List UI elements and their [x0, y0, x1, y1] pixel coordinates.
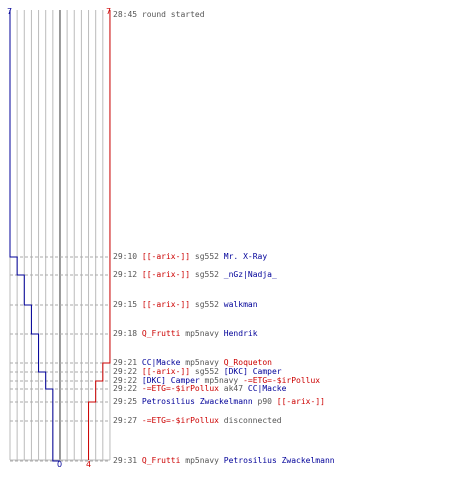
player-name: [[-arix-]]	[141, 367, 191, 376]
event-action: mp5navy	[180, 456, 224, 465]
event-time: 29:22	[113, 367, 142, 376]
player-name: Q_Roqueton	[223, 358, 272, 367]
player-name: walkman	[223, 300, 258, 309]
player-name: [DKC] Camper	[223, 367, 282, 376]
blue-team-line	[9, 10, 60, 462]
player-name: [DKC] Camper	[141, 376, 200, 385]
event-action: sg552	[190, 367, 224, 376]
player-name: -=ETG=-$irPollux	[141, 416, 219, 425]
player-name: _nGz|Nadja_	[223, 270, 277, 279]
event-row: 29:22 -=ETG=-$irPollux ak47 CC|Macke	[113, 384, 286, 394]
event-time: 29:12	[113, 270, 142, 279]
red-end-count: 4	[86, 460, 91, 469]
chart-grid	[9, 10, 111, 461]
player-name: CC|Macke	[247, 384, 287, 393]
event-time: 29:22	[113, 384, 142, 393]
player-name: Hendrik	[223, 329, 258, 338]
event-row: 29:31 Q_Frutti mp5navy Petrosilius Zwack…	[113, 456, 335, 466]
event-row: 29:25 Petrosilius Zwackelmann p90 [[-ari…	[113, 397, 325, 407]
player-name: -=ETG=-$irPollux	[141, 384, 219, 393]
red-start-count: 7	[106, 7, 111, 16]
player-name: -=ETG=-$irPollux	[243, 376, 321, 385]
event-time: 29:25	[113, 397, 142, 406]
player-name: Petrosilius Zwackelmann	[141, 397, 253, 406]
event-row: 29:18 Q_Frutti mp5navy Hendrik	[113, 329, 258, 339]
event-row: 29:22 [[-arix-]] sg552 [DKC] Camper	[113, 367, 282, 377]
event-action: disconnected	[218, 416, 282, 425]
event-action: mp5navy	[180, 329, 224, 338]
event-time: 29:10	[113, 252, 142, 261]
event-action: mp5navy	[180, 358, 224, 367]
event-action: sg552	[190, 300, 224, 309]
event-action: p90	[252, 397, 277, 406]
player-name: Q_Frutti	[141, 456, 181, 465]
event-time: 29:31	[113, 456, 142, 465]
event-time: 28:45	[113, 10, 142, 19]
event-row: 29:21 CC|Macke mp5navy Q_Roqueton	[113, 358, 272, 368]
event-action: ak47	[218, 384, 248, 393]
player-name: CC|Macke	[141, 358, 181, 367]
event-action: round started	[141, 10, 205, 19]
player-name: [[-arix-]]	[141, 270, 191, 279]
event-row: 29:27 -=ETG=-$irPollux disconnected	[113, 416, 282, 426]
blue-end-count: 0	[57, 460, 62, 469]
event-row: 29:22 [DKC] Camper mp5navy -=ETG=-$irPol…	[113, 376, 320, 386]
event-row: 29:12 [[-arix-]] sg552 _nGz|Nadja_	[113, 270, 277, 280]
red-team-line	[88, 10, 111, 460]
event-row: 29:10 [[-arix-]] sg552 Mr. X-Ray	[113, 252, 267, 262]
event-action: sg552	[190, 270, 224, 279]
event-action: sg552	[190, 252, 224, 261]
event-time: 29:15	[113, 300, 142, 309]
blue-start-count: 7	[7, 7, 12, 16]
event-time: 29:21	[113, 358, 142, 367]
event-row: 29:15 [[-arix-]] sg552 walkman	[113, 300, 258, 310]
event-time: 29:22	[113, 376, 142, 385]
event-action: mp5navy	[199, 376, 244, 385]
player-name: Petrosilius Zwackelmann	[223, 456, 335, 465]
player-name: Q_Frutti	[141, 329, 181, 338]
event-time: 29:27	[113, 416, 142, 425]
player-name: [[-arix-]]	[141, 252, 191, 261]
event-time: 29:18	[113, 329, 142, 338]
player-name: Mr. X-Ray	[223, 252, 268, 261]
player-name: [[-arix-]]	[141, 300, 191, 309]
player-name: [[-arix-]]	[276, 397, 325, 406]
event-row: 28:45 round started	[113, 10, 205, 20]
